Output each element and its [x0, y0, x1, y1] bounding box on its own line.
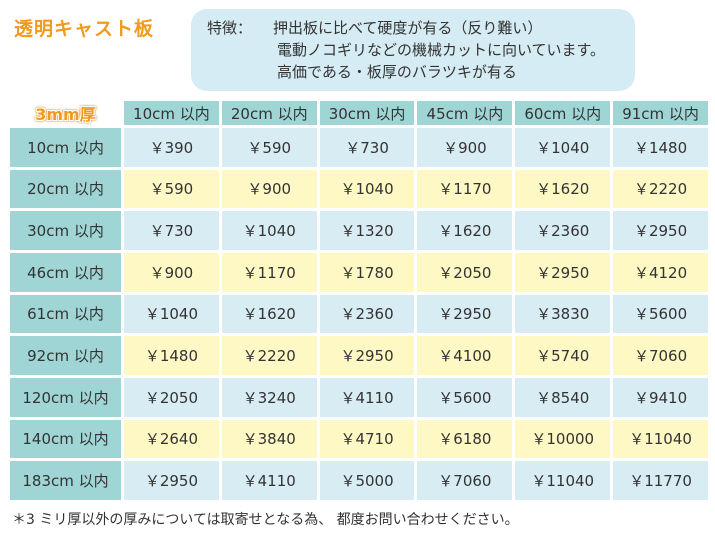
price-cell: ￥4110	[319, 377, 415, 417]
price-cell: ￥2950	[124, 461, 219, 500]
price-cell: ￥4120	[613, 252, 708, 292]
thickness-label-cell: 3mm厚	[10, 101, 121, 125]
price-cell: ￥590	[124, 169, 219, 209]
features-box: 特徴： 押出板に比べて硬度が有る（反り難い） 電動ノコギリなどの機械カットに向い…	[191, 9, 635, 91]
price-cell: ￥5600	[613, 294, 708, 334]
price-cell: ￥1170	[221, 252, 317, 292]
row-header: 140cm 以内	[10, 419, 121, 459]
price-cell: ￥2950	[319, 336, 415, 375]
price-cell: ￥10000	[515, 419, 611, 459]
row-header: 61cm 以内	[10, 294, 121, 334]
price-cell: ￥2950	[515, 252, 611, 292]
price-cell: ￥1620	[515, 169, 611, 209]
row-header: 30cm 以内	[10, 211, 121, 250]
features-line-1: 特徴： 押出板に比べて硬度が有る（反り難い）	[207, 17, 625, 39]
header-row: 3mm厚 10cm 以内 20cm 以内 30cm 以内 45cm 以内 60c…	[10, 101, 708, 125]
price-cell: ￥900	[221, 169, 317, 209]
price-cell: ￥2050	[124, 377, 219, 417]
column-header: 30cm 以内	[319, 101, 415, 125]
price-cell: ￥5000	[319, 461, 415, 500]
table-row: 140cm 以内 ￥2640 ￥3840 ￥4710 ￥6180 ￥10000 …	[10, 419, 708, 459]
features-text-2: 電動ノコギリなどの機械カットに向いています。	[277, 41, 606, 59]
price-cell: ￥390	[124, 128, 219, 167]
column-header: 91cm 以内	[613, 101, 708, 125]
features-label: 特徴：	[207, 19, 253, 37]
price-cell: ￥1040	[515, 128, 611, 167]
price-cell: ￥11040	[613, 419, 708, 459]
price-cell: ￥2360	[319, 294, 415, 334]
column-header: 10cm 以内	[124, 101, 219, 125]
table-row: 183cm 以内 ￥2950 ￥4110 ￥5000 ￥7060 ￥11040 …	[10, 461, 708, 500]
thickness-label: 3mm厚	[35, 105, 96, 124]
price-cell: ￥6180	[417, 419, 513, 459]
price-cell: ￥2950	[417, 294, 513, 334]
row-header: 10cm 以内	[10, 128, 121, 167]
price-cell: ￥5600	[417, 377, 513, 417]
price-cell: ￥2950	[613, 211, 708, 250]
price-cell: ￥8540	[515, 377, 611, 417]
price-cell: ￥2050	[417, 252, 513, 292]
price-cell: ￥3840	[221, 419, 317, 459]
price-cell: ￥1320	[319, 211, 415, 250]
price-table: 3mm厚 10cm 以内 20cm 以内 30cm 以内 45cm 以内 60c…	[7, 98, 711, 503]
price-cell: ￥900	[124, 252, 219, 292]
row-header: 46cm 以内	[10, 252, 121, 292]
table-row: 120cm 以内 ￥2050 ￥3240 ￥4110 ￥5600 ￥8540 ￥…	[10, 377, 708, 417]
price-cell: ￥1780	[319, 252, 415, 292]
price-cell: ￥1480	[613, 128, 708, 167]
price-cell: ￥9410	[613, 377, 708, 417]
features-line-3: 高価である・板厚のバラツキが有る	[207, 61, 625, 83]
price-cell: ￥900	[417, 128, 513, 167]
page-title: 透明キャスト板	[14, 18, 155, 40]
price-cell: ￥11770	[613, 461, 708, 500]
table-row: 20cm 以内 ￥590 ￥900 ￥1040 ￥1170 ￥1620 ￥222…	[10, 169, 708, 209]
table-row: 30cm 以内 ￥730 ￥1040 ￥1320 ￥1620 ￥2360 ￥29…	[10, 211, 708, 250]
price-cell: ￥5740	[515, 336, 611, 375]
price-cell: ￥3830	[515, 294, 611, 334]
price-cell: ￥1480	[124, 336, 219, 375]
price-cell: ￥1040	[221, 211, 317, 250]
price-cell: ￥4110	[221, 461, 317, 500]
row-header: 120cm 以内	[10, 377, 121, 417]
column-header: 45cm 以内	[417, 101, 513, 125]
features-text-1: 押出板に比べて硬度が有る（反り難い）	[273, 19, 543, 37]
price-cell: ￥730	[124, 211, 219, 250]
price-cell: ￥2640	[124, 419, 219, 459]
table-row: 61cm 以内 ￥1040 ￥1620 ￥2360 ￥2950 ￥3830 ￥5…	[10, 294, 708, 334]
price-cell: ￥2220	[613, 169, 708, 209]
price-cell: ￥1620	[221, 294, 317, 334]
features-text-3: 高価である・板厚のバラツキが有る	[277, 63, 517, 81]
table-row: 92cm 以内 ￥1480 ￥2220 ￥2950 ￥4100 ￥5740 ￥7…	[10, 336, 708, 375]
table-row: 10cm 以内 ￥390 ￥590 ￥730 ￥900 ￥1040 ￥1480	[10, 128, 708, 167]
price-cell: ￥7060	[417, 461, 513, 500]
price-cell: ￥1040	[124, 294, 219, 334]
price-cell: ￥7060	[613, 336, 708, 375]
column-header: 20cm 以内	[221, 101, 317, 125]
price-cell: ￥1040	[319, 169, 415, 209]
row-header: 20cm 以内	[10, 169, 121, 209]
price-cell: ￥590	[221, 128, 317, 167]
footnote: ＊3 ミリ厚以外の厚みについては取寄せとなる為、 都度お問い合わせください。	[12, 512, 519, 528]
column-header: 60cm 以内	[515, 101, 611, 125]
price-cell: ￥730	[319, 128, 415, 167]
price-cell: ￥4710	[319, 419, 415, 459]
price-cell: ￥4100	[417, 336, 513, 375]
row-header: 183cm 以内	[10, 461, 121, 500]
price-cell: ￥2220	[221, 336, 317, 375]
price-cell: ￥1620	[417, 211, 513, 250]
row-header: 92cm 以内	[10, 336, 121, 375]
table-row: 46cm 以内 ￥900 ￥1170 ￥1780 ￥2050 ￥2950 ￥41…	[10, 252, 708, 292]
features-line-2: 電動ノコギリなどの機械カットに向いています。	[207, 39, 625, 61]
price-cell: ￥3240	[221, 377, 317, 417]
price-cell: ￥11040	[515, 461, 611, 500]
price-cell: ￥2360	[515, 211, 611, 250]
price-cell: ￥1170	[417, 169, 513, 209]
